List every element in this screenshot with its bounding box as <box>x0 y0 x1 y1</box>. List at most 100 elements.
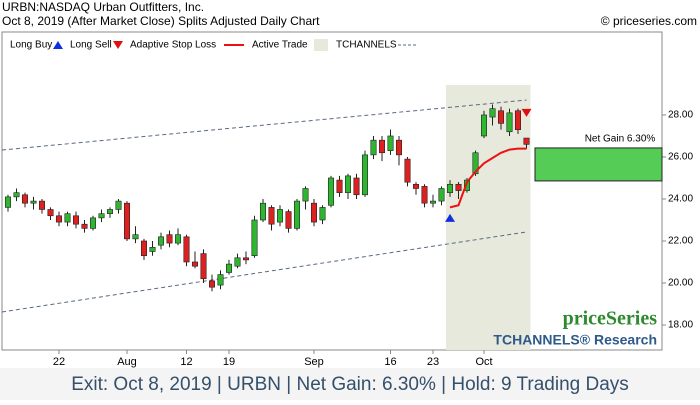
candle-body <box>64 213 71 223</box>
candle-body <box>514 110 521 130</box>
signal-arrow <box>445 213 455 222</box>
candle-body <box>183 236 190 263</box>
candle-body <box>132 234 139 240</box>
y-tick-label: 22.00 <box>668 236 693 247</box>
x-tick-label: 23 <box>427 356 439 368</box>
candle-body <box>115 200 122 210</box>
chart-title: URBN:NASDAQ Urban Outfitters, Inc. <box>2 0 204 14</box>
candle-body <box>387 135 394 151</box>
candle-body <box>412 183 419 189</box>
candle-body <box>81 223 88 229</box>
candle-body <box>497 110 504 124</box>
candle-body <box>480 114 487 137</box>
legend-buy-icon <box>53 41 63 49</box>
caption: Exit: Oct 8, 2019 | URBN | Net Gain: 6.3… <box>71 374 629 395</box>
candle-body <box>455 183 462 191</box>
legend-label: Long Buy <box>10 40 52 51</box>
watermark-brand: priceSeries <box>563 308 658 330</box>
watermark-research: TCHANNELS® Research <box>493 332 657 348</box>
legend-label: Active Trade <box>252 40 308 51</box>
candle-body <box>175 234 182 244</box>
x-tick-label: 12 <box>180 356 192 368</box>
candle-body <box>336 179 343 193</box>
candle-body <box>344 175 351 193</box>
candle-body <box>73 215 80 225</box>
candle-body <box>38 200 45 210</box>
candle-body <box>30 200 37 204</box>
candle-body <box>310 202 317 223</box>
candle-body <box>192 261 199 267</box>
footer-band <box>0 368 700 400</box>
candle-body <box>523 137 530 145</box>
candle-body <box>158 236 165 246</box>
candle-body <box>472 152 479 175</box>
candle-body <box>404 158 411 183</box>
candle-body <box>285 211 292 229</box>
x-tick-label: 19 <box>223 356 235 368</box>
x-tick-label: Sep <box>304 356 324 368</box>
candle-body <box>489 108 496 118</box>
y-tick-label: 24.00 <box>668 194 693 205</box>
legend-sell-icon <box>113 41 123 49</box>
candle-body <box>217 274 224 286</box>
legend-label: TCHANNELS <box>336 40 397 51</box>
candle-body <box>361 154 368 196</box>
candle-body <box>200 253 207 280</box>
candle-body <box>302 188 309 202</box>
candle-body <box>166 234 173 244</box>
candle-body <box>5 196 12 208</box>
candle-body <box>209 280 216 288</box>
candle-body <box>438 188 445 202</box>
legend-trade-icon <box>314 39 328 51</box>
legend-label: Long Sell <box>70 40 112 51</box>
candle-body <box>293 200 300 229</box>
candle-body <box>107 209 114 214</box>
channel-line <box>1 99 527 151</box>
candle-body <box>463 179 470 191</box>
candle-body <box>13 192 20 198</box>
y-tick-label: 28.00 <box>668 110 693 121</box>
candle-body <box>276 209 283 223</box>
candle-body <box>446 183 453 193</box>
candle-body <box>421 186 428 204</box>
candle-body <box>226 263 233 273</box>
candle-body <box>90 217 97 229</box>
candle-body <box>141 240 148 256</box>
candle-body <box>21 194 28 204</box>
legend-label: Adaptive Stop Loss <box>130 40 216 51</box>
candle-body <box>395 139 402 156</box>
signal-arrow <box>521 108 532 117</box>
y-tick-label: 20.00 <box>668 278 693 289</box>
candle-body <box>429 200 436 204</box>
candle-body <box>243 257 250 261</box>
candle-body <box>251 219 258 256</box>
x-tick-label: 16 <box>384 356 396 368</box>
x-tick-label: 22 <box>53 356 65 368</box>
source: © priceseries.com <box>601 14 697 28</box>
candle-body <box>98 213 105 219</box>
candle-body <box>319 207 326 221</box>
candle-body <box>378 139 385 154</box>
y-tick-label: 18.00 <box>668 320 693 331</box>
candle-body <box>370 139 377 156</box>
candle-body <box>327 177 334 206</box>
y-tick-label: 26.00 <box>668 152 693 163</box>
candle-body <box>353 177 360 196</box>
candle-body <box>124 202 131 240</box>
legend: Long Buy Long Sell Adaptive Stop Loss Activ… <box>10 39 416 51</box>
candle-body <box>55 215 62 223</box>
candle-body <box>268 207 275 225</box>
candle-body <box>506 112 513 133</box>
candle-body <box>259 202 266 221</box>
net-gain-label: Net Gain 6.30% <box>585 134 656 145</box>
channel-line <box>1 231 527 313</box>
candle-body <box>47 209 54 217</box>
stop-loss-line <box>449 147 527 209</box>
chart-subtitle: Oct 8, 2019 (After Market Close) Splits … <box>2 14 320 28</box>
x-tick-label: Aug <box>117 356 137 368</box>
net-gain-box <box>534 147 663 182</box>
candle-body <box>234 257 241 267</box>
x-tick-label: Oct <box>475 356 492 368</box>
candle-body <box>149 246 156 252</box>
